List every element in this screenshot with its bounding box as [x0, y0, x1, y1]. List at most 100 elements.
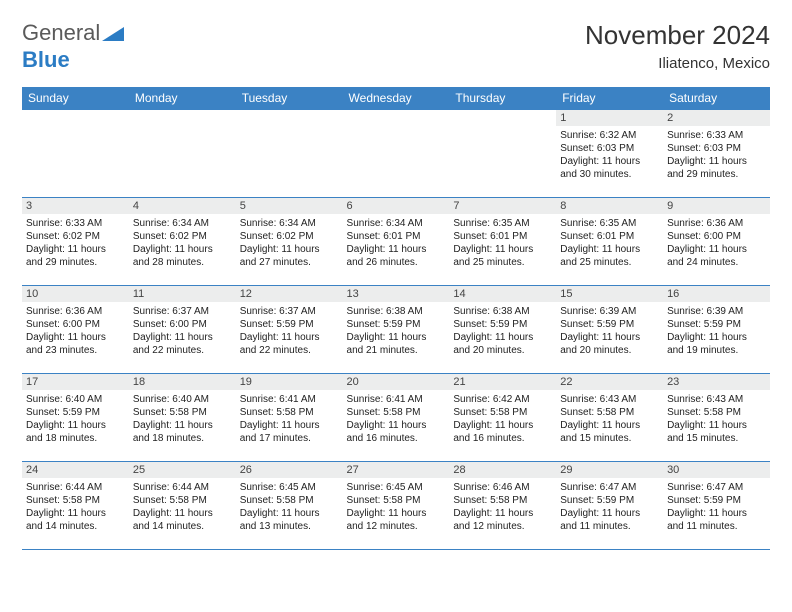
logo-triangle-icon — [102, 21, 124, 47]
calendar-cell: 20Sunrise: 6:41 AMSunset: 5:58 PMDayligh… — [343, 374, 450, 462]
sunrise-line: Sunrise: 6:42 AM — [453, 393, 552, 406]
sunset-line: Sunset: 6:02 PM — [26, 230, 125, 243]
calendar-cell: 5Sunrise: 6:34 AMSunset: 6:02 PMDaylight… — [236, 198, 343, 286]
daylight-line: Daylight: 11 hours and 15 minutes. — [667, 419, 766, 445]
daylight-line: Daylight: 11 hours and 26 minutes. — [347, 243, 446, 269]
calendar-cell: 24Sunrise: 6:44 AMSunset: 5:58 PMDayligh… — [22, 462, 129, 550]
sunset-line: Sunset: 6:02 PM — [133, 230, 232, 243]
daylight-line: Daylight: 11 hours and 29 minutes. — [26, 243, 125, 269]
title-block: November 2024 Iliatenco, Mexico — [585, 20, 770, 72]
daylight-line: Daylight: 11 hours and 12 minutes. — [347, 507, 446, 533]
calendar-cell: 1Sunrise: 6:32 AMSunset: 6:03 PMDaylight… — [556, 110, 663, 198]
day-number: 8 — [556, 198, 663, 214]
daylight-line: Daylight: 11 hours and 23 minutes. — [26, 331, 125, 357]
sunrise-line: Sunrise: 6:47 AM — [667, 481, 766, 494]
day-body: Sunrise: 6:47 AMSunset: 5:59 PMDaylight:… — [663, 478, 770, 537]
calendar-body: 1Sunrise: 6:32 AMSunset: 6:03 PMDaylight… — [22, 110, 770, 550]
sunrise-line: Sunrise: 6:43 AM — [667, 393, 766, 406]
day-number: 17 — [22, 374, 129, 390]
day-header: Wednesday — [343, 87, 450, 110]
day-body: Sunrise: 6:35 AMSunset: 6:01 PMDaylight:… — [556, 214, 663, 273]
day-body: Sunrise: 6:39 AMSunset: 5:59 PMDaylight:… — [663, 302, 770, 361]
sunset-line: Sunset: 6:00 PM — [26, 318, 125, 331]
day-body: Sunrise: 6:37 AMSunset: 5:59 PMDaylight:… — [236, 302, 343, 361]
day-body: Sunrise: 6:34 AMSunset: 6:01 PMDaylight:… — [343, 214, 450, 273]
calendar-cell: 2Sunrise: 6:33 AMSunset: 6:03 PMDaylight… — [663, 110, 770, 198]
day-number: 18 — [129, 374, 236, 390]
day-number: 1 — [556, 110, 663, 126]
day-body: Sunrise: 6:44 AMSunset: 5:58 PMDaylight:… — [22, 478, 129, 537]
logo-word2: Blue — [22, 47, 70, 72]
sunset-line: Sunset: 5:58 PM — [240, 494, 339, 507]
day-number: 11 — [129, 286, 236, 302]
day-number: 26 — [236, 462, 343, 478]
sunrise-line: Sunrise: 6:37 AM — [240, 305, 339, 318]
day-body: Sunrise: 6:40 AMSunset: 5:59 PMDaylight:… — [22, 390, 129, 449]
daylight-line: Daylight: 11 hours and 20 minutes. — [560, 331, 659, 357]
calendar-cell: 17Sunrise: 6:40 AMSunset: 5:59 PMDayligh… — [22, 374, 129, 462]
sunrise-line: Sunrise: 6:45 AM — [347, 481, 446, 494]
day-body: Sunrise: 6:45 AMSunset: 5:58 PMDaylight:… — [343, 478, 450, 537]
sunset-line: Sunset: 5:58 PM — [347, 406, 446, 419]
calendar-cell: 27Sunrise: 6:45 AMSunset: 5:58 PMDayligh… — [343, 462, 450, 550]
daylight-line: Daylight: 11 hours and 30 minutes. — [560, 155, 659, 181]
day-number: 28 — [449, 462, 556, 478]
sunrise-line: Sunrise: 6:41 AM — [347, 393, 446, 406]
day-number: 29 — [556, 462, 663, 478]
daylight-line: Daylight: 11 hours and 12 minutes. — [453, 507, 552, 533]
calendar-cell: 18Sunrise: 6:40 AMSunset: 5:58 PMDayligh… — [129, 374, 236, 462]
calendar-cell: 15Sunrise: 6:39 AMSunset: 5:59 PMDayligh… — [556, 286, 663, 374]
daylight-line: Daylight: 11 hours and 25 minutes. — [453, 243, 552, 269]
month-title: November 2024 — [585, 20, 770, 51]
sunset-line: Sunset: 5:59 PM — [453, 318, 552, 331]
calendar-head: SundayMondayTuesdayWednesdayThursdayFrid… — [22, 87, 770, 110]
day-body: Sunrise: 6:43 AMSunset: 5:58 PMDaylight:… — [663, 390, 770, 449]
calendar-cell — [449, 110, 556, 198]
sunrise-line: Sunrise: 6:37 AM — [133, 305, 232, 318]
sunrise-line: Sunrise: 6:39 AM — [667, 305, 766, 318]
day-body: Sunrise: 6:41 AMSunset: 5:58 PMDaylight:… — [236, 390, 343, 449]
sunset-line: Sunset: 5:58 PM — [133, 406, 232, 419]
sunrise-line: Sunrise: 6:34 AM — [133, 217, 232, 230]
calendar-cell: 30Sunrise: 6:47 AMSunset: 5:59 PMDayligh… — [663, 462, 770, 550]
calendar-week: 17Sunrise: 6:40 AMSunset: 5:59 PMDayligh… — [22, 374, 770, 462]
sunset-line: Sunset: 5:58 PM — [453, 494, 552, 507]
day-header: Tuesday — [236, 87, 343, 110]
calendar-cell: 8Sunrise: 6:35 AMSunset: 6:01 PMDaylight… — [556, 198, 663, 286]
day-header: Saturday — [663, 87, 770, 110]
calendar-cell: 3Sunrise: 6:33 AMSunset: 6:02 PMDaylight… — [22, 198, 129, 286]
day-body: Sunrise: 6:34 AMSunset: 6:02 PMDaylight:… — [236, 214, 343, 273]
daylight-line: Daylight: 11 hours and 20 minutes. — [453, 331, 552, 357]
sunset-line: Sunset: 6:01 PM — [347, 230, 446, 243]
sunrise-line: Sunrise: 6:40 AM — [133, 393, 232, 406]
sunset-line: Sunset: 6:00 PM — [133, 318, 232, 331]
calendar-cell — [129, 110, 236, 198]
day-body: Sunrise: 6:41 AMSunset: 5:58 PMDaylight:… — [343, 390, 450, 449]
daylight-line: Daylight: 11 hours and 15 minutes. — [560, 419, 659, 445]
calendar-cell — [343, 110, 450, 198]
day-header: Monday — [129, 87, 236, 110]
sunset-line: Sunset: 6:00 PM — [667, 230, 766, 243]
sunrise-line: Sunrise: 6:35 AM — [453, 217, 552, 230]
daylight-line: Daylight: 11 hours and 11 minutes. — [667, 507, 766, 533]
sunrise-line: Sunrise: 6:47 AM — [560, 481, 659, 494]
daylight-line: Daylight: 11 hours and 14 minutes. — [133, 507, 232, 533]
sunrise-line: Sunrise: 6:45 AM — [240, 481, 339, 494]
day-body: Sunrise: 6:33 AMSunset: 6:02 PMDaylight:… — [22, 214, 129, 273]
sunset-line: Sunset: 6:03 PM — [560, 142, 659, 155]
daylight-line: Daylight: 11 hours and 14 minutes. — [26, 507, 125, 533]
day-header: Thursday — [449, 87, 556, 110]
sunrise-line: Sunrise: 6:41 AM — [240, 393, 339, 406]
sunset-line: Sunset: 5:58 PM — [453, 406, 552, 419]
day-number: 15 — [556, 286, 663, 302]
day-number: 16 — [663, 286, 770, 302]
day-number: 27 — [343, 462, 450, 478]
sunrise-line: Sunrise: 6:46 AM — [453, 481, 552, 494]
calendar-cell: 7Sunrise: 6:35 AMSunset: 6:01 PMDaylight… — [449, 198, 556, 286]
calendar-cell: 22Sunrise: 6:43 AMSunset: 5:58 PMDayligh… — [556, 374, 663, 462]
sunset-line: Sunset: 5:58 PM — [26, 494, 125, 507]
day-number: 23 — [663, 374, 770, 390]
calendar-week: 3Sunrise: 6:33 AMSunset: 6:02 PMDaylight… — [22, 198, 770, 286]
day-body: Sunrise: 6:35 AMSunset: 6:01 PMDaylight:… — [449, 214, 556, 273]
day-body: Sunrise: 6:37 AMSunset: 6:00 PMDaylight:… — [129, 302, 236, 361]
